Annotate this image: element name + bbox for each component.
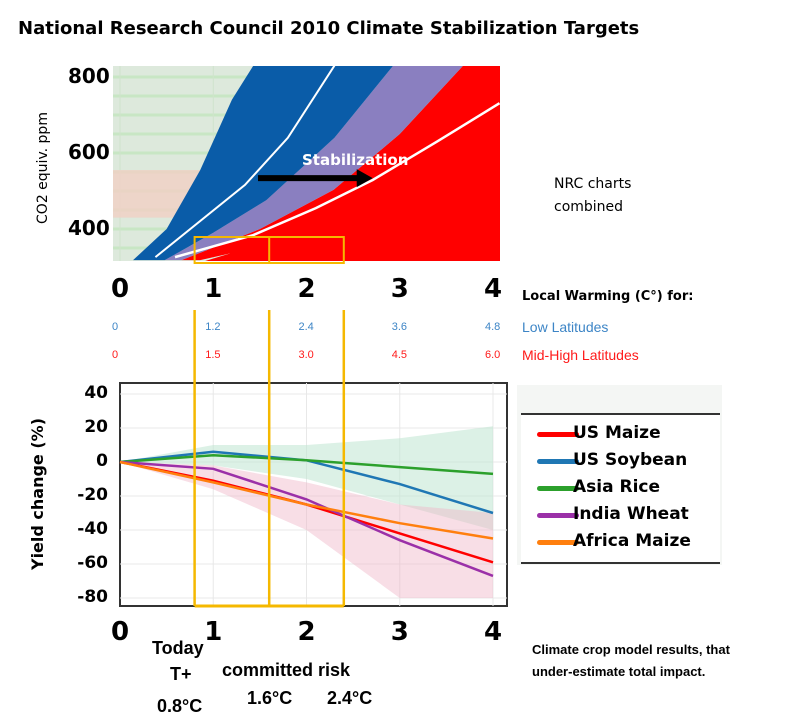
yield-xtick: 1 xyxy=(204,617,223,647)
co2-ytick: 400 xyxy=(68,216,110,240)
today-temp: 0.8°C xyxy=(157,696,203,716)
top-xtick: 2 xyxy=(297,274,316,304)
footnote-line2: under-estimate total impact. xyxy=(532,664,706,679)
legend-label: US Maize xyxy=(573,423,661,443)
legend-label: Africa Maize xyxy=(573,531,691,551)
legend-swatch xyxy=(537,432,579,437)
legend-label: US Soybean xyxy=(573,450,688,470)
top-xtick: 1 xyxy=(204,274,223,304)
table-row-label: Low Latitudes xyxy=(522,319,609,335)
committed-temp-2: 2.4°C xyxy=(327,688,373,708)
stabilization-arrow-head xyxy=(356,169,373,188)
co2-ytick: 800 xyxy=(68,64,110,88)
top-xtick: 0 xyxy=(111,274,130,304)
table-cell: 1.5 xyxy=(205,349,221,361)
table-cell: 4.5 xyxy=(391,349,408,361)
table-cell: 0 xyxy=(112,349,119,361)
legend-swatch xyxy=(537,459,579,464)
blue-center-line xyxy=(154,66,336,258)
legend-swatch xyxy=(537,486,579,491)
table-cell: 6.0 xyxy=(485,349,501,361)
yield-ytick: -80 xyxy=(77,587,108,607)
yield-ytick: -40 xyxy=(77,519,108,539)
table-cell: 1.2 xyxy=(205,321,221,333)
today-label: Today xyxy=(152,638,204,658)
nrc-note-line2: combined xyxy=(554,199,624,215)
table-cell: 3.6 xyxy=(391,321,408,333)
yield-ytick: -60 xyxy=(77,553,108,573)
top-xtick: 3 xyxy=(390,274,409,304)
yield-xtick: 4 xyxy=(484,617,503,647)
table-cell: 4.8 xyxy=(485,321,501,333)
series-line-india-wheat xyxy=(119,460,494,578)
red-center-line xyxy=(174,102,500,259)
uncertainty-band-pink xyxy=(120,462,493,598)
yield-ytick: 20 xyxy=(84,417,108,437)
red-band xyxy=(181,66,500,261)
yield-ytick: 40 xyxy=(84,383,108,403)
yield-ytick: 0 xyxy=(96,451,108,471)
top-xtick: 4 xyxy=(484,274,503,304)
yield-ytick: -20 xyxy=(77,485,108,505)
yield-ylabel: Yield change (%) xyxy=(28,417,47,571)
co2-ytick: 600 xyxy=(68,140,110,164)
tplus-label: T+ xyxy=(170,664,192,684)
purple-band xyxy=(164,66,463,261)
page-title: National Research Council 2010 Climate S… xyxy=(18,18,640,39)
series-line-africa-maize xyxy=(119,460,494,540)
blue-band xyxy=(133,66,393,261)
co2-ylabel: CO2 equiv. ppm xyxy=(35,112,51,224)
table-row-label: Mid-High Latitudes xyxy=(522,347,639,363)
top-bands xyxy=(133,66,500,261)
footnote-line1: Climate crop model results, that xyxy=(532,642,730,657)
yield-xtick: 2 xyxy=(297,617,316,647)
committed-temp-1: 1.6°C xyxy=(247,688,293,708)
nrc-note-line1: NRC charts xyxy=(554,176,632,192)
legend-label: India Wheat xyxy=(573,504,689,524)
legend-swatch xyxy=(537,540,579,545)
yield-xtick: 0 xyxy=(111,617,130,647)
legend-label: Asia Rice xyxy=(573,477,661,497)
table-cell: 0 xyxy=(112,321,119,333)
table-cell: 3.0 xyxy=(298,349,314,361)
yield-xtick: 3 xyxy=(390,617,409,647)
table-header: Local Warming (C°) for: xyxy=(522,289,694,304)
table-cell: 2.4 xyxy=(298,321,314,333)
legend-swatch xyxy=(537,513,579,518)
stabilization-label: Stabilization xyxy=(302,151,409,169)
committed-risk-label: committed risk xyxy=(222,660,351,680)
series-line-asia-rice xyxy=(119,453,494,476)
